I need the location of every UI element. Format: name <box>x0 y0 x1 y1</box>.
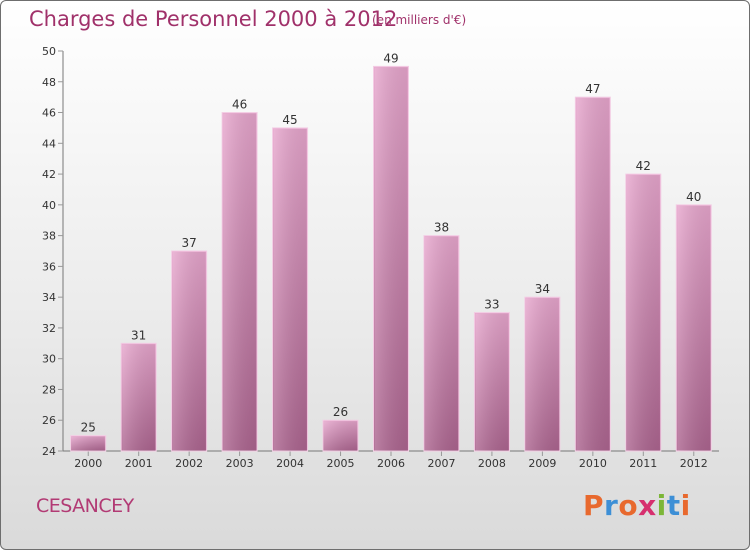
x-tick-label: 2010 <box>579 457 607 470</box>
data-label-2001: 31 <box>131 328 146 342</box>
bar-shade-2005 <box>324 421 358 451</box>
data-label-2012: 40 <box>686 190 701 204</box>
x-tick-label: 2004 <box>276 457 304 470</box>
y-tick-label: 30 <box>42 353 56 366</box>
y-tick-label: 50 <box>42 45 56 58</box>
y-tick-label: 28 <box>42 383 56 396</box>
y-tick-label: 40 <box>42 199 56 212</box>
bar-shade-2008 <box>475 313 509 451</box>
y-axis: 24 26 28 30 32 34 36 38 40 42 44 46 48 50 <box>42 45 64 458</box>
proxiti-logo[interactable]: Proxiti <box>583 489 691 522</box>
data-label-2010: 47 <box>585 82 600 96</box>
x-tick-label: 2007 <box>427 457 455 470</box>
data-label-2002: 37 <box>182 236 197 250</box>
data-label-2004: 45 <box>282 113 297 127</box>
x-tick-label: 2006 <box>377 457 405 470</box>
bar-shade-2006 <box>374 67 408 451</box>
data-label-2006: 49 <box>383 51 398 65</box>
logo-letter: P <box>583 489 605 522</box>
y-tick-label: 38 <box>42 230 56 243</box>
bar-shade-2009 <box>525 298 559 451</box>
y-tick-label: 46 <box>42 107 56 120</box>
logo-letter: i <box>680 489 691 522</box>
y-tick-label: 32 <box>42 322 56 335</box>
data-label-2000: 25 <box>81 421 96 435</box>
bar-shade-2003 <box>223 113 257 452</box>
x-tick-label: 2003 <box>226 457 254 470</box>
chart-title: Charges de Personnel 2000 à 2012 <box>29 7 398 31</box>
data-labels: 25 31 37 46 45 26 49 38 33 34 47 42 40 <box>81 51 702 434</box>
x-tick-label: 2000 <box>74 457 102 470</box>
logo-letter: i <box>656 489 667 522</box>
logo-letter: t <box>666 489 681 522</box>
y-tick-label: 48 <box>42 76 56 89</box>
y-tick-label: 36 <box>42 260 56 273</box>
x-tick-label: 2001 <box>125 457 153 470</box>
logo-letter: x <box>638 489 657 522</box>
chart-unit-note: (en milliers d'€) <box>372 13 467 27</box>
x-axis: 2000 2001 2002 2003 2004 2005 2006 2007 2008 2009… <box>63 450 719 470</box>
bar-shade-2010 <box>576 98 610 452</box>
x-tick-label: 2008 <box>478 457 506 470</box>
y-tick-label: 42 <box>42 168 56 181</box>
y-tick-label: 44 <box>42 137 56 150</box>
data-label-2005: 26 <box>333 405 348 419</box>
bar-shade-2011 <box>626 175 660 452</box>
bar-shade-2004 <box>273 128 307 451</box>
x-tick-label: 2005 <box>327 457 355 470</box>
data-label-2007: 38 <box>434 221 449 235</box>
bars <box>70 65 712 452</box>
bar-shade-2007 <box>424 236 458 451</box>
data-label-2003: 46 <box>232 98 247 112</box>
x-tick-label: 2011 <box>629 457 657 470</box>
bar-shade-2001 <box>122 344 156 451</box>
logo-letter: o <box>618 489 639 522</box>
data-label-2011: 42 <box>636 159 651 173</box>
data-label-2009: 34 <box>535 282 550 296</box>
y-tick-label: 26 <box>42 414 56 427</box>
bar-shade-2000 <box>71 436 105 451</box>
logo-letter: r <box>604 489 619 522</box>
town-name: CESANCEY <box>36 495 134 517</box>
x-tick-label: 2002 <box>175 457 203 470</box>
y-tick-label: 34 <box>42 291 56 304</box>
bar-shade-2002 <box>172 252 206 451</box>
y-tick-label: 24 <box>42 445 56 458</box>
data-label-2008: 33 <box>484 298 499 312</box>
x-tick-label: 2009 <box>528 457 556 470</box>
x-tick-label: 2012 <box>680 457 708 470</box>
bar-shade-2012 <box>677 205 711 451</box>
